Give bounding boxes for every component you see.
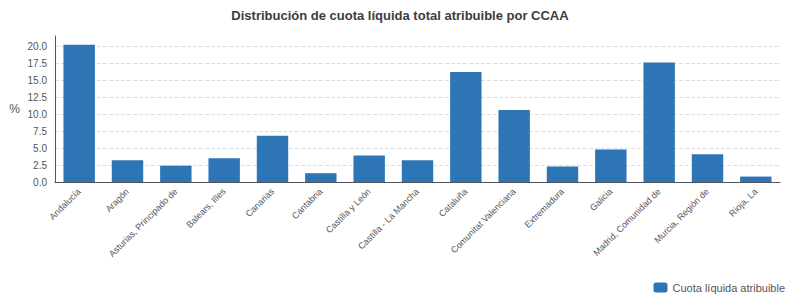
svg-text:Canarias: Canarias: [244, 186, 277, 219]
svg-text:Extremadura: Extremadura: [523, 186, 566, 229]
svg-text:Madrid, Comunidad de: Madrid, Comunidad de: [591, 186, 662, 257]
svg-text:Cataluña: Cataluña: [437, 186, 470, 219]
svg-text:7.5: 7.5: [33, 126, 47, 137]
svg-text:Andalucía: Andalucía: [47, 186, 82, 221]
svg-text:Asturias, Principado de: Asturias, Principado de: [107, 186, 179, 258]
svg-text:20.0: 20.0: [28, 41, 48, 52]
svg-text:Distribución de cuota líquida: Distribución de cuota líquida total atri…: [231, 8, 569, 23]
svg-text:%: %: [9, 102, 20, 116]
svg-text:Murcia, Región de: Murcia, Región de: [652, 186, 711, 245]
svg-text:17.5: 17.5: [28, 58, 48, 69]
svg-text:15.0: 15.0: [28, 75, 48, 86]
svg-text:Comunitat Valenciana: Comunitat Valenciana: [449, 186, 518, 255]
svg-text:Balears, Illes: Balears, Illes: [184, 186, 228, 230]
svg-text:2.5: 2.5: [33, 160, 47, 171]
svg-text:Cuota líquida atribuible: Cuota líquida atribuible: [672, 282, 785, 294]
svg-text:Rioja, La: Rioja, La: [727, 186, 759, 218]
svg-text:Castilla - La Mancha: Castilla - La Mancha: [356, 186, 421, 251]
svg-text:Cantabria: Cantabria: [290, 186, 325, 221]
svg-text:Galicia: Galicia: [588, 186, 614, 212]
svg-text:Aragón: Aragón: [103, 186, 131, 214]
svg-text:12.5: 12.5: [28, 92, 48, 103]
svg-text:10.0: 10.0: [28, 109, 48, 120]
svg-text:0.0: 0.0: [33, 177, 47, 188]
svg-text:Castilla y León: Castilla y León: [324, 186, 373, 235]
svg-text:5.0: 5.0: [33, 143, 47, 154]
